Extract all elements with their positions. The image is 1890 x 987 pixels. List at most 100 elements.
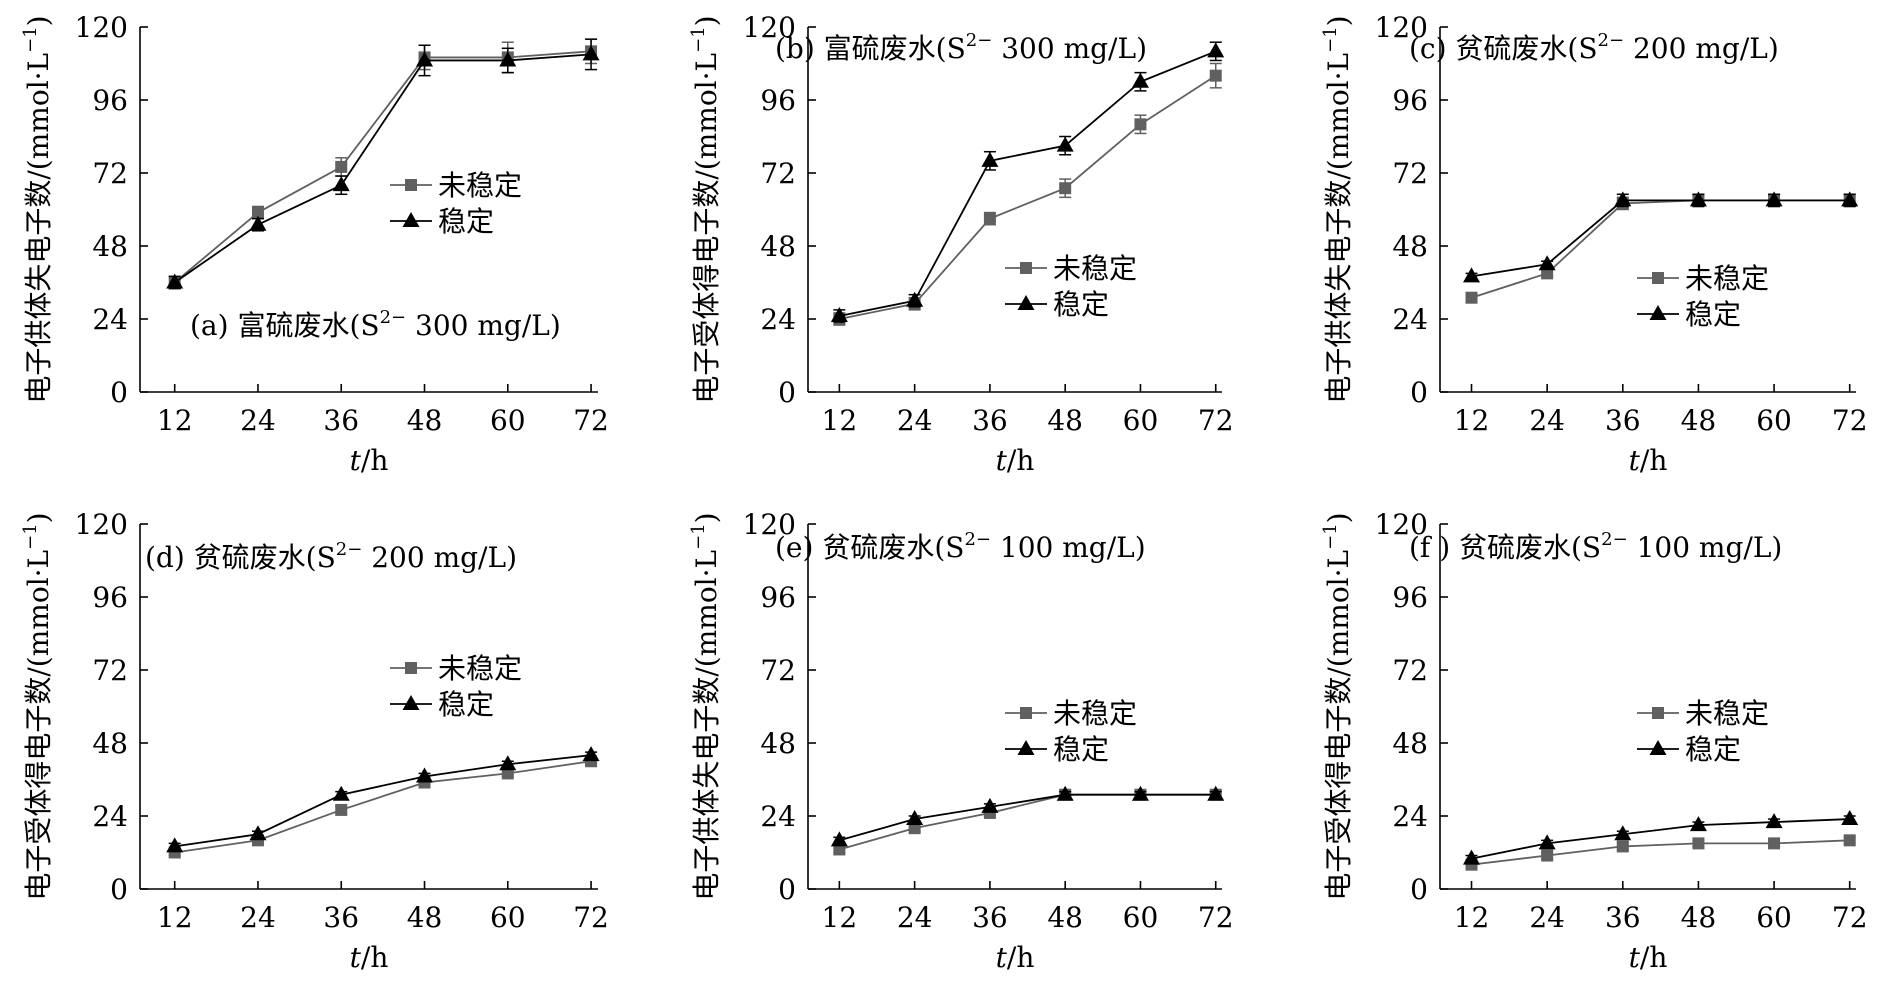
y-axis-title-main: 电子供体失电子数/(mmol·L (1322, 53, 1355, 404)
data-point (830, 306, 848, 322)
data-point (1765, 813, 1783, 829)
panel-label-sup: 2− (336, 539, 363, 560)
data-point (981, 151, 999, 167)
y-axis-title-tail: ) (1322, 15, 1355, 26)
y-axis-title-main: 电子供体失电子数/(mmol·L (690, 550, 723, 901)
series-0 (168, 755, 598, 859)
data-point (1765, 191, 1783, 207)
legend-marker (1017, 740, 1035, 755)
panel-label-sup: 2− (1598, 30, 1625, 51)
series-line (839, 793, 1216, 842)
data-point (1463, 267, 1481, 283)
x-tick-label: 36 (1605, 404, 1641, 437)
y-tick-label: 72 (92, 654, 128, 687)
x-tick-label: 60 (1756, 901, 1792, 934)
y-axis-title-sup: −1 (688, 523, 709, 550)
x-tick-label: 60 (1123, 404, 1159, 437)
legend-marker (1652, 707, 1664, 719)
series-0 (1465, 834, 1856, 871)
data-point (582, 746, 600, 762)
x-axis-title-unit: /h (1640, 444, 1667, 477)
chart-panel-0: 0 24 48 72 96 120 12 24 36 48 60 72 t/h 电子供体失电子数/(mmo… (20, 11, 609, 477)
x-axis-title-unit: /h (1640, 941, 1667, 974)
panel-label-main: (d) 贫硫废水(S (145, 541, 336, 574)
panel-label: (c) 贫硫废水(S2− 200 mg/L) (1409, 30, 1779, 65)
y-tick-label: 72 (760, 654, 796, 687)
y-axis-title-tail: ) (690, 512, 723, 523)
y-tick-label: 0 (1410, 376, 1428, 409)
y-tick-label: 72 (1392, 157, 1428, 190)
series-1 (166, 746, 600, 853)
data-point (335, 160, 348, 173)
data-point (1056, 136, 1074, 152)
data-point (582, 45, 600, 61)
data-point (416, 51, 434, 67)
y-tick-label: 120 (1375, 11, 1428, 44)
legend-marker (1017, 295, 1035, 310)
series-line (839, 50, 1217, 317)
chart-panel-5: 0 24 48 72 96 120 12 24 36 48 60 72 t/h 电子受体得电子数/(mmo… (1320, 508, 1868, 974)
x-tick-label: 36 (1605, 901, 1641, 934)
series-0 (168, 38, 598, 290)
y-tick-label: 120 (743, 508, 796, 541)
x-tick-label: 12 (822, 404, 858, 437)
y-axis-title: 电子供体失电子数/(mmol·L−1) (20, 15, 55, 403)
data-point (1131, 72, 1149, 88)
panel-label: (e) 贫硫废水(S2− 100 mg/L) (775, 529, 1146, 564)
y-tick-label: 96 (1392, 581, 1428, 614)
x-tick-label: 36 (972, 404, 1008, 437)
data-point (1131, 785, 1149, 801)
y-axis-title-main: 电子受体得电子数/(mmol·L (1322, 550, 1355, 901)
data-point (1614, 191, 1632, 207)
data-point (1541, 849, 1554, 862)
x-tick-label: 12 (157, 404, 193, 437)
data-point (251, 206, 264, 219)
panel-label-tail: 100 mg/L) (991, 531, 1146, 564)
series-1 (166, 38, 600, 290)
panel-label-main: (b) 富硫废水(S (775, 32, 966, 65)
x-tick-label: 12 (1454, 901, 1490, 934)
panel-label-tail: 100 mg/L) (1628, 531, 1783, 564)
y-axis-title: 电子供体失电子数/(mmol·L−1) (1320, 15, 1355, 403)
x-tick-label: 12 (822, 901, 858, 934)
x-axis-title-var: t (996, 444, 1008, 477)
data-point (1614, 825, 1632, 841)
legend-label: 稳定 (1685, 298, 1741, 331)
legend-marker (1020, 262, 1032, 274)
panel-label-main: (f ) 贫硫废水(S (1409, 531, 1601, 564)
panel-label: (b) 富硫废水(S2− 300 mg/L) (775, 30, 1147, 65)
y-tick-label: 120 (743, 11, 796, 44)
data-point (833, 843, 846, 856)
x-axis-title: t/h (1629, 941, 1668, 974)
data-point (1616, 840, 1629, 853)
x-tick-label: 24 (897, 404, 933, 437)
y-tick-label: 48 (760, 230, 796, 263)
data-point (1463, 849, 1481, 865)
x-axis-title-var: t (1629, 941, 1641, 974)
legend-label: 未稳定 (1053, 697, 1137, 730)
chart-panel-4: 0 24 48 72 96 120 12 24 36 48 60 72 t/h 电子供体失电子数/(mmo… (688, 508, 1234, 974)
x-axis-title-unit: /h (361, 941, 388, 974)
y-axis-title-main: 电子供体失电子数/(mmol·L (22, 53, 55, 404)
data-point (1541, 267, 1554, 280)
x-tick-label: 60 (1123, 901, 1159, 934)
data-point (1841, 191, 1859, 207)
x-tick-label: 48 (1681, 404, 1717, 437)
panel-label-sup: 2− (1601, 529, 1628, 550)
y-axis-title: 电子供体失电子数/(mmol·L−1) (688, 512, 723, 900)
x-axis-title: t/h (350, 444, 389, 477)
legend-marker (1649, 305, 1667, 320)
x-axis-title-var: t (996, 941, 1008, 974)
y-tick-label: 0 (778, 873, 796, 906)
y-tick-label: 72 (760, 157, 796, 190)
y-tick-label: 72 (1392, 654, 1428, 687)
y-tick-label: 96 (760, 581, 796, 614)
data-point (830, 831, 848, 847)
y-tick-label: 120 (75, 508, 128, 541)
x-axis-title: t/h (350, 941, 389, 974)
